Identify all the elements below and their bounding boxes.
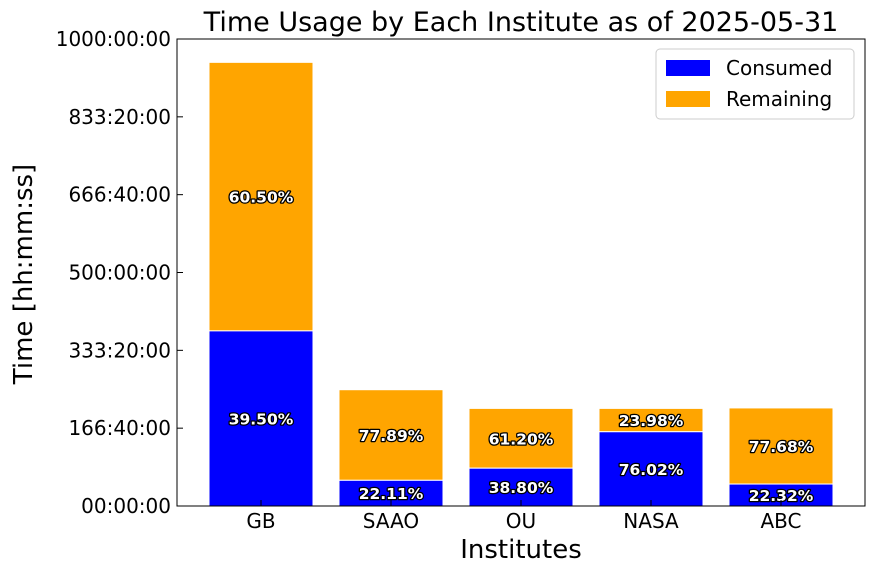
label-remaining-saao: 77.89% [359,427,424,445]
x-tick-label-abc: ABC [760,509,801,533]
bar-consumed-gb [208,330,314,507]
bar-remaining-gb [208,61,314,332]
y-tick-label: 1000:00:00 [56,27,171,51]
x-tick-label-saao: SAAO [363,509,419,533]
label-remaining-abc: 77.68% [749,438,814,456]
x-axis-label: Institutes [460,535,582,565]
y-tick-label: 333:20:00 [68,338,171,362]
x-tick-label-ou: OU [506,509,536,533]
label-consumed-ou: 38.80% [489,479,554,497]
percent-labels-layer: 39.50% 60.50% 22.11% 77.89% 38.80% 61.20% 76.0… [227,187,815,506]
axes-layer: GB SAAO OU NASA ABC 00:00:00 166:40:00 333:20:0… [56,27,866,533]
label-remaining-ou: 61.20% [489,430,554,448]
legend-swatch-consumed [666,60,710,76]
label-remaining-gb: 60.50% [229,189,294,207]
bar-consumed-nasa [598,431,704,507]
legend-swatch-remaining [666,91,710,107]
bar-remaining-abc [728,407,834,485]
chart-title: Time Usage by Each Institute as of 2025-… [203,7,839,38]
legend-label-consumed: Consumed [726,56,832,80]
bar-remaining-saao [338,389,444,481]
y-tick-label: 833:20:00 [68,105,171,129]
legend: Consumed Remaining [655,48,855,120]
x-tick-label-nasa: NASA [623,509,679,533]
legend-label-remaining: Remaining [726,87,832,111]
bars-layer [208,61,834,507]
plot-frame [176,38,866,507]
label-consumed-abc: 22.32% [749,487,814,505]
label-consumed-saao: 22.11% [359,485,424,503]
y-tick-label: 500:00:00 [68,261,171,285]
x-tick-label-gb: GB [246,509,275,533]
y-axis-label: Time [hh:mm:ss] [9,164,39,385]
label-consumed-nasa: 76.02% [619,461,684,479]
label-remaining-nasa: 23.98% [619,412,684,430]
y-tick-label: 166:40:00 [68,416,171,440]
y-tick-label: 666:40:00 [68,183,171,207]
label-consumed-gb: 39.50% [229,410,294,428]
y-tick-label: 00:00:00 [81,494,171,518]
